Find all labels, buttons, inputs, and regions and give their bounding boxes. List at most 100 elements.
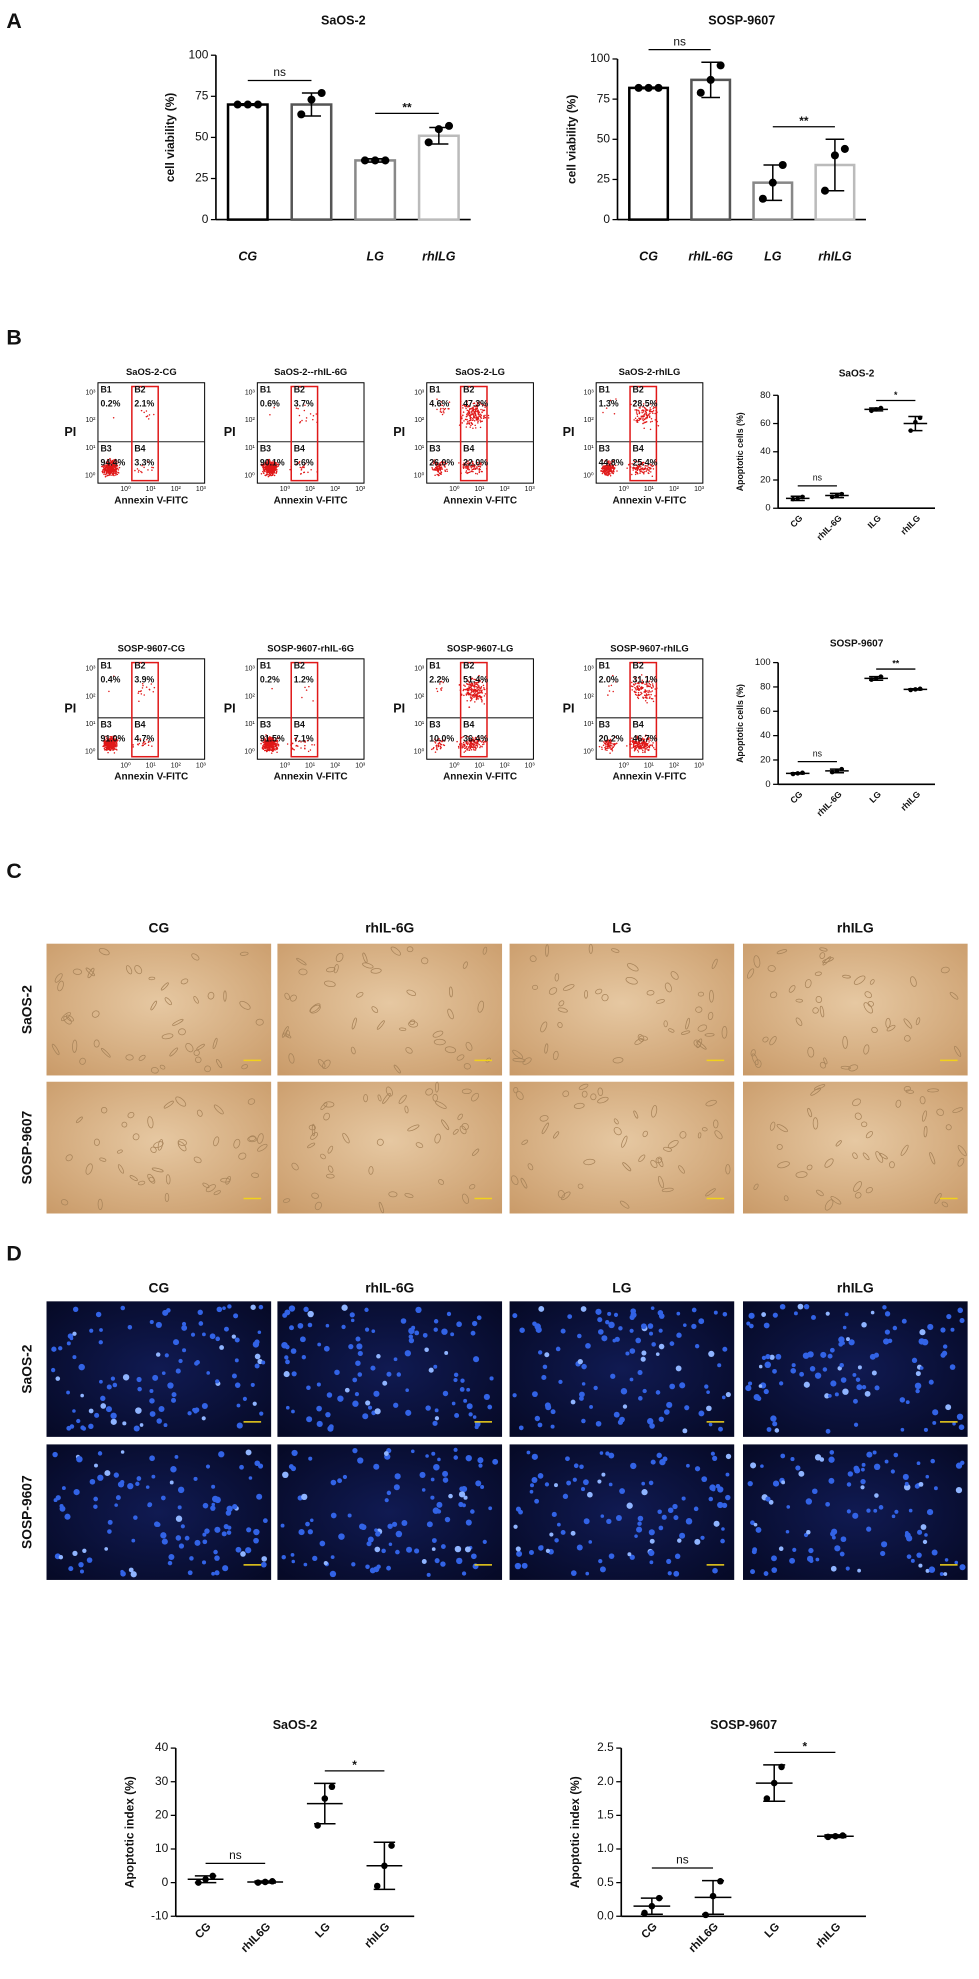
nucleus [475, 1480, 482, 1487]
nucleus [127, 1483, 134, 1490]
flow-event [645, 693, 648, 695]
flow-x-tick: 10⁰ [449, 485, 460, 493]
flow-event [465, 465, 468, 468]
flow-event [646, 469, 648, 471]
flow-event [646, 746, 648, 749]
quadrant-value: 91.5% [260, 733, 285, 743]
flow-event [471, 695, 474, 697]
nucleus [355, 1360, 361, 1366]
nucleus [650, 1306, 655, 1310]
nucleus [252, 1401, 257, 1406]
flow-event [465, 426, 468, 428]
nucleus [655, 1390, 661, 1395]
nucleus [942, 1344, 948, 1349]
nucleus [113, 1472, 119, 1478]
flow-event [606, 745, 609, 748]
flow-event [626, 745, 628, 747]
flow-event [474, 467, 477, 470]
nucleus [756, 1396, 762, 1402]
flow-event [638, 689, 641, 691]
flow-event [147, 741, 150, 744]
nucleus [347, 1513, 352, 1518]
nucleus [248, 1476, 253, 1480]
flow-event [643, 418, 645, 420]
flow-event [631, 685, 634, 688]
flow-event [112, 417, 115, 419]
nucleus [706, 1390, 710, 1395]
data-point [824, 1833, 832, 1841]
nucleus [834, 1392, 839, 1397]
nucleus [164, 1353, 169, 1358]
flow-event [436, 748, 438, 751]
quadrant-value: 31.1% [633, 674, 658, 684]
nucleus [225, 1510, 232, 1516]
flow-event [151, 469, 153, 471]
flow-event [441, 413, 444, 416]
nucleus [431, 1538, 437, 1543]
nucleus [155, 1321, 162, 1328]
flow-x-tick: 10¹ [305, 762, 316, 769]
gate [629, 385, 658, 482]
flow-event [311, 743, 313, 746]
nucleus [884, 1459, 889, 1464]
data-point [869, 677, 874, 682]
nucleus [531, 1477, 538, 1483]
nucleus [327, 1425, 334, 1432]
flow-event [654, 695, 656, 697]
flow-event [298, 414, 301, 417]
flow-x-tick: 10³ [694, 486, 705, 493]
flow-event [267, 473, 269, 476]
quadrant-value: 91.0% [100, 733, 125, 743]
nucleus [598, 1559, 603, 1564]
nucleus [673, 1570, 680, 1577]
flow-event [435, 744, 438, 746]
nucleus [388, 1542, 393, 1547]
data-point [243, 100, 252, 109]
flow-event [637, 466, 639, 468]
flow-event [601, 459, 604, 461]
nucleus [599, 1566, 606, 1573]
nucleus [656, 1452, 662, 1459]
nucleus [842, 1388, 849, 1395]
nucleus [717, 1363, 722, 1368]
flow-event [464, 405, 466, 407]
flow-event [113, 752, 116, 754]
flow-event [477, 465, 480, 468]
nucleus [648, 1549, 655, 1557]
flow-event [463, 684, 465, 686]
flow-event [638, 464, 641, 467]
flow-event [115, 463, 118, 465]
flow-event [646, 417, 649, 419]
nucleus [98, 1340, 103, 1345]
nucleus [820, 1351, 827, 1358]
nucleus [114, 1503, 118, 1507]
flow-event [482, 684, 485, 687]
data-point [913, 687, 918, 692]
nucleus [691, 1323, 697, 1330]
flow-event [634, 473, 637, 476]
flow-event [652, 410, 655, 412]
significance-label: ns [813, 473, 823, 483]
flow-event [477, 412, 479, 415]
data-point [648, 1902, 656, 1910]
bar [417, 134, 460, 221]
flow-event [308, 685, 310, 688]
flow-y-label: PI [563, 425, 575, 439]
nucleus [133, 1515, 138, 1520]
flow-x-label: Annexin V-FITC [114, 495, 188, 506]
y-tick-label: 0.5 [597, 1875, 614, 1889]
quadrant-name: B4 [463, 444, 474, 454]
nucleus [194, 1407, 200, 1413]
flow-event [108, 743, 111, 746]
flow-event [609, 752, 611, 754]
flow-y-tick: 10⁰ [414, 748, 425, 756]
nucleus [421, 1559, 427, 1564]
nucleus [921, 1338, 929, 1346]
flow-event [469, 462, 472, 464]
flow-event [640, 466, 642, 468]
flow-event [105, 737, 108, 739]
flow-event [598, 745, 601, 748]
flow-event [114, 472, 116, 475]
flow-event [484, 414, 486, 417]
nucleus [899, 1397, 906, 1403]
